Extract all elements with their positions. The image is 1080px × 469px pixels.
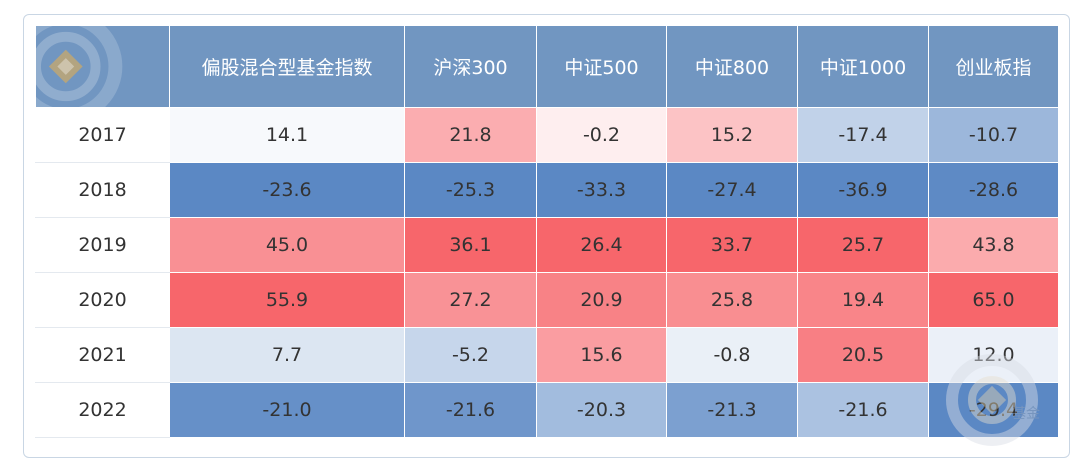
table-row: 2022 -21.0 -21.6 -20.3 -21.3 -21.6 -29.4 (35, 382, 1059, 438)
heat-cell: 26.4 (536, 217, 667, 273)
heatmap-table: 偏股混合型基金指数 沪深300 中证500 中证800 中证1000 创业板指 … (35, 25, 1059, 438)
heat-cell: 33.7 (666, 217, 798, 273)
heat-cell: 36.1 (404, 217, 537, 273)
heat-cell: -20.3 (536, 382, 667, 438)
heat-cell: 15.6 (536, 327, 667, 383)
heat-cell: -21.3 (666, 382, 798, 438)
row-header-year: 2022 (35, 382, 170, 438)
heat-cell: 45.0 (169, 217, 405, 273)
watermark-logo-icon (36, 26, 123, 107)
heat-cell: -27.4 (666, 162, 798, 218)
heat-cell: 15.2 (666, 107, 798, 163)
header-row: 偏股混合型基金指数 沪深300 中证500 中证800 中证1000 创业板指 (35, 25, 1059, 108)
heat-cell: -21.6 (797, 382, 929, 438)
heat-cell: 14.1 (169, 107, 405, 163)
heat-cell: -5.2 (404, 327, 537, 383)
heat-cell: -21.6 (404, 382, 537, 438)
heat-cell: 27.2 (404, 272, 537, 328)
heat-cell: -10.7 (928, 107, 1059, 163)
column-header: 中证1000 (797, 25, 929, 108)
heat-cell: -21.0 (169, 382, 405, 438)
table-row: 2017 14.1 21.8 -0.2 15.2 -17.4 -10.7 (35, 107, 1059, 163)
column-header: 沪深300 (404, 25, 537, 108)
heat-cell: -28.6 (928, 162, 1059, 218)
table-row: 2020 55.9 27.2 20.9 25.8 19.4 65.0 (35, 272, 1059, 328)
heat-cell: 65.0 (928, 272, 1059, 328)
heat-cell: -36.9 (797, 162, 929, 218)
row-header-year: 2021 (35, 327, 170, 383)
heat-cell: 43.8 (928, 217, 1059, 273)
column-header: 创业板指 (928, 25, 1059, 108)
heat-cell: 19.4 (797, 272, 929, 328)
heat-cell: -25.3 (404, 162, 537, 218)
heat-cell: -17.4 (797, 107, 929, 163)
heat-cell: 55.9 (169, 272, 405, 328)
row-header-year: 2020 (35, 272, 170, 328)
row-header-year: 2018 (35, 162, 170, 218)
heat-cell: -0.2 (536, 107, 667, 163)
heat-cell: -29.4 (928, 382, 1059, 438)
table-row: 2018 -23.6 -25.3 -33.3 -27.4 -36.9 -28.6 (35, 162, 1059, 218)
heat-cell: 7.7 (169, 327, 405, 383)
heat-cell: -23.6 (169, 162, 405, 218)
column-header: 中证500 (536, 25, 667, 108)
table-row: 2021 7.7 -5.2 15.6 -0.8 20.5 12.0 (35, 327, 1059, 383)
heat-cell: 20.5 (797, 327, 929, 383)
heat-cell: 20.9 (536, 272, 667, 328)
heat-cell: -0.8 (666, 327, 798, 383)
row-header-year: 2019 (35, 217, 170, 273)
column-header: 偏股混合型基金指数 (169, 25, 405, 108)
row-header-year: 2017 (35, 107, 170, 163)
table-row: 2019 45.0 36.1 26.4 33.7 25.7 43.8 (35, 217, 1059, 273)
heat-cell: 12.0 (928, 327, 1059, 383)
heat-cell: 25.7 (797, 217, 929, 273)
column-header: 中证800 (666, 25, 798, 108)
heat-cell: 25.8 (666, 272, 798, 328)
heat-cell: 21.8 (404, 107, 537, 163)
corner-cell (35, 25, 170, 108)
heat-cell: -33.3 (536, 162, 667, 218)
